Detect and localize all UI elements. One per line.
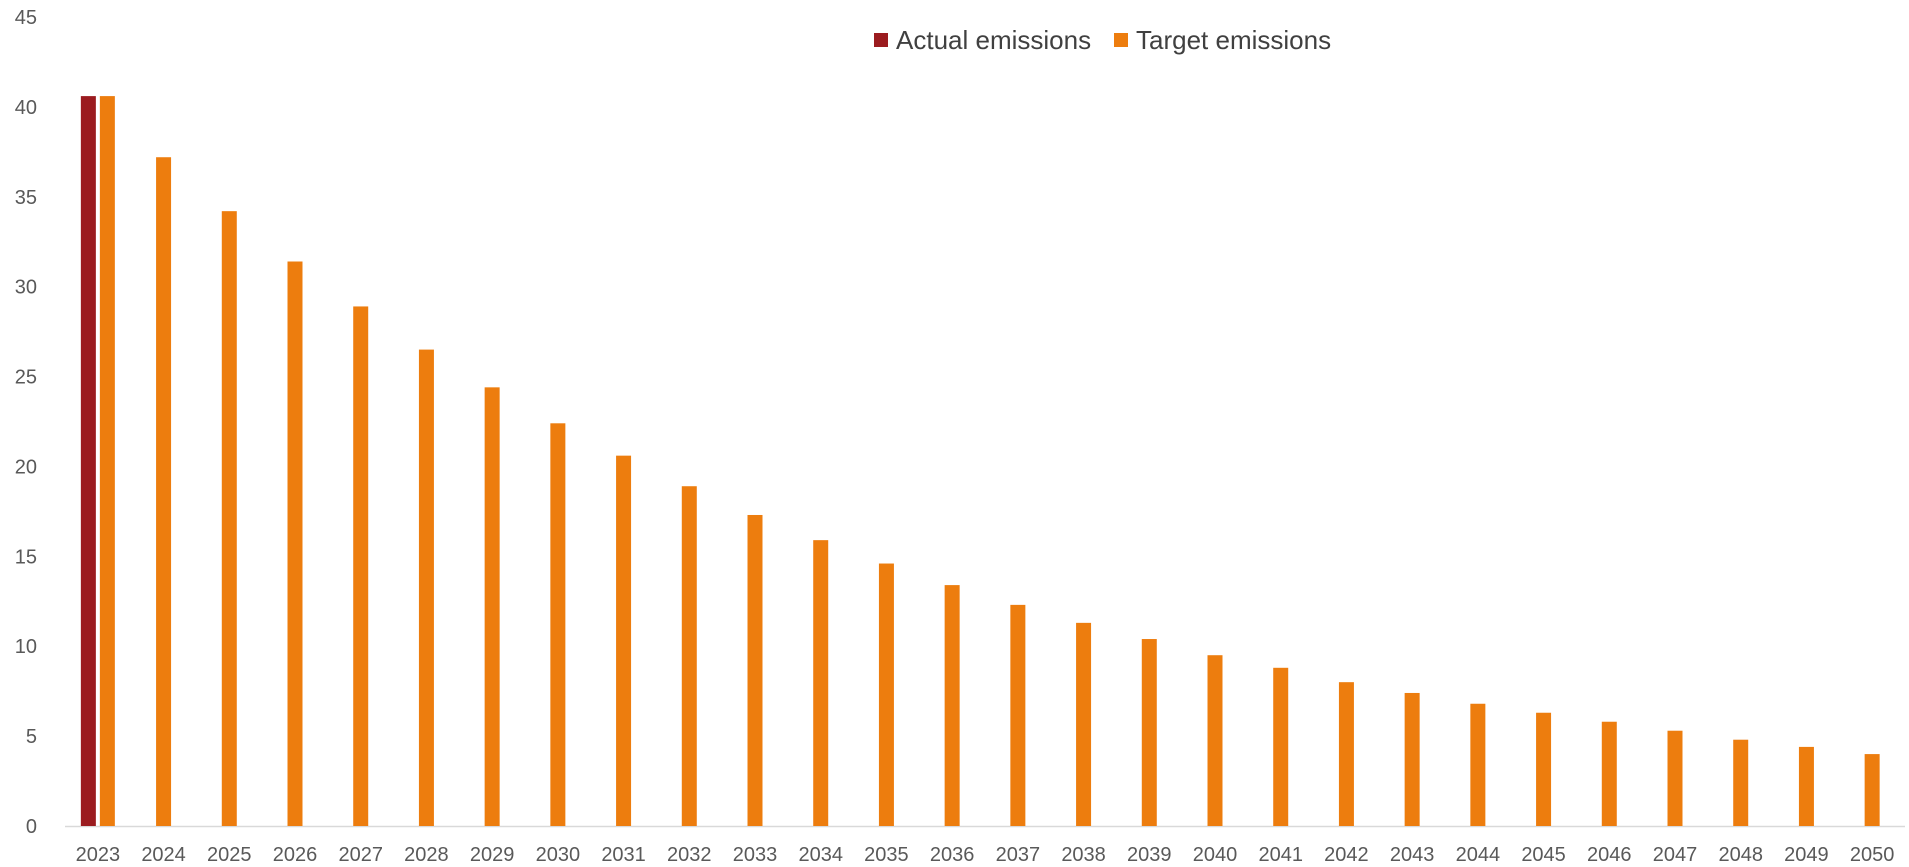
legend-label: Target emissions <box>1136 25 1331 55</box>
y-tick-label: 30 <box>15 277 37 299</box>
bar-target-emissions <box>1733 739 1749 826</box>
y-tick-label: 0 <box>26 816 37 838</box>
bar-target-emissions <box>747 514 763 826</box>
x-tick-label: 2047 <box>1653 844 1698 866</box>
legend-swatch <box>874 33 888 47</box>
x-tick-label: 2025 <box>207 844 252 866</box>
legend-swatch <box>1114 33 1128 47</box>
x-tick-label: 2046 <box>1587 844 1632 866</box>
x-tick-label: 2024 <box>141 844 186 866</box>
bar-target-emissions <box>1076 622 1092 826</box>
y-tick-label: 15 <box>15 546 37 568</box>
bar-target-emissions <box>1536 712 1552 826</box>
y-tick-label: 40 <box>15 97 37 119</box>
bars-group <box>80 96 1880 826</box>
bar-target-emissions <box>156 157 172 826</box>
bar-target-emissions <box>287 261 303 826</box>
x-tick-label: 2031 <box>601 844 646 866</box>
bar-target-emissions <box>813 540 829 826</box>
y-tick-label: 20 <box>15 456 37 478</box>
x-tick-label: 2036 <box>930 844 975 866</box>
bar-target-emissions <box>1141 639 1157 826</box>
bar-target-emissions <box>1601 721 1617 826</box>
x-tick-label: 2029 <box>470 844 515 866</box>
x-tick-label: 2032 <box>667 844 712 866</box>
y-tick-label: 35 <box>15 187 37 209</box>
bar-target-emissions <box>1010 604 1026 826</box>
legend: Actual emissions Target emissions <box>874 25 1331 55</box>
bar-target-emissions <box>99 96 115 826</box>
x-tick-label: 2039 <box>1127 844 1172 866</box>
x-tick-label: 2043 <box>1390 844 1435 866</box>
y-axis: 0 5 10 15 20 25 30 35 40 45 <box>15 7 37 838</box>
x-tick-label: 2023 <box>76 844 121 866</box>
x-tick-label: 2040 <box>1193 844 1238 866</box>
bar-target-emissions <box>1470 703 1486 826</box>
bar-target-emissions <box>1207 655 1223 826</box>
bar-target-emissions <box>353 306 369 826</box>
x-tick-label: 2033 <box>733 844 778 866</box>
bar-target-emissions <box>484 387 500 826</box>
x-tick-label: 2026 <box>273 844 318 866</box>
bar-target-emissions <box>1798 746 1814 826</box>
x-tick-label: 2030 <box>536 844 581 866</box>
x-tick-label: 2050 <box>1850 844 1895 866</box>
bar-target-emissions <box>681 486 697 826</box>
bar-target-emissions <box>1404 692 1420 826</box>
x-tick-label: 2048 <box>1718 844 1763 866</box>
bar-target-emissions <box>1667 730 1683 826</box>
x-tick-label: 2027 <box>338 844 383 866</box>
x-tick-label: 2034 <box>798 844 843 866</box>
x-tick-label: 2042 <box>1324 844 1369 866</box>
x-tick-label: 2037 <box>996 844 1041 866</box>
bar-target-emissions <box>550 423 566 826</box>
bar-target-emissions <box>418 349 434 826</box>
bar-target-emissions <box>221 211 237 826</box>
y-tick-label: 5 <box>26 726 37 748</box>
bar-target-emissions <box>1273 667 1289 826</box>
bar-target-emissions <box>616 455 632 826</box>
y-tick-label: 45 <box>15 7 37 29</box>
bar-target-emissions <box>1864 754 1880 826</box>
y-tick-label: 25 <box>15 367 37 389</box>
bar-target-emissions <box>944 585 960 826</box>
x-tick-label: 2045 <box>1521 844 1566 866</box>
x-tick-label: 2049 <box>1784 844 1829 866</box>
bar-target-emissions <box>1338 682 1354 826</box>
bar-target-emissions <box>878 563 894 826</box>
legend-label: Actual emissions <box>896 25 1091 55</box>
x-tick-label: 2038 <box>1061 844 1106 866</box>
x-tick-label: 2041 <box>1258 844 1303 866</box>
y-tick-label: 10 <box>15 636 37 658</box>
bar-actual-emissions <box>80 96 96 826</box>
x-tick-label: 2044 <box>1456 844 1501 866</box>
x-tick-label: 2035 <box>864 844 909 866</box>
x-tick-label: 2028 <box>404 844 449 866</box>
x-axis: 2023 2024 2025 2026 2027 2028 2029 2030 2031 2032… <box>65 825 1905 866</box>
